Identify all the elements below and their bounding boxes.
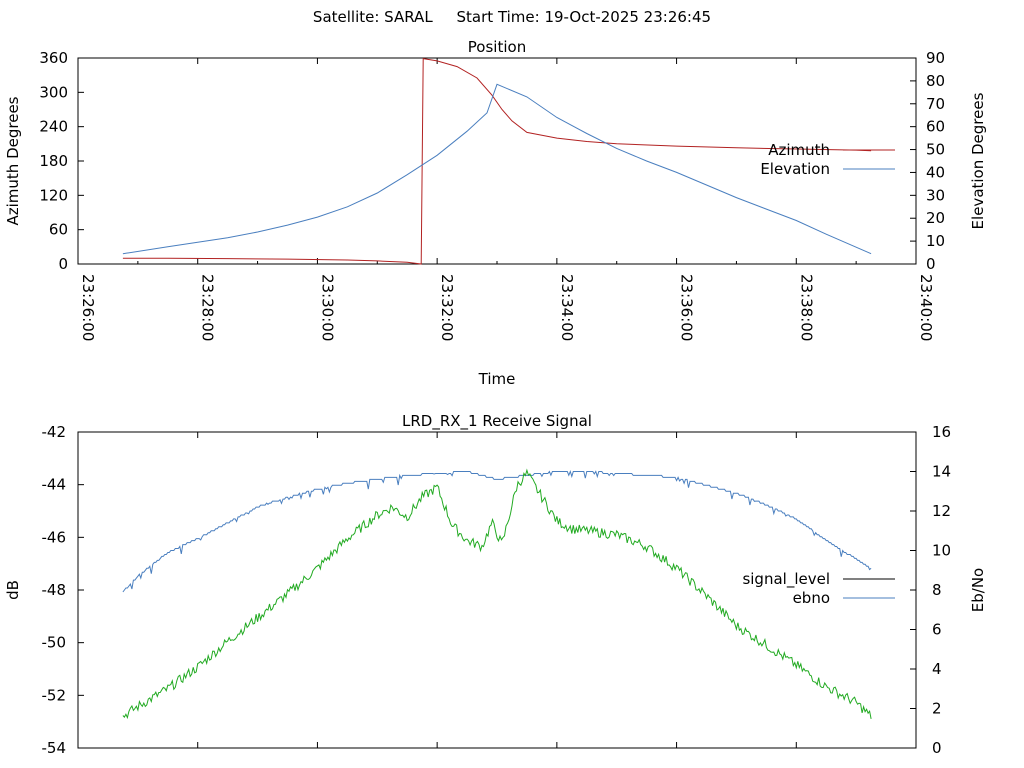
y-tick-label: 120 [39, 186, 68, 204]
chart-header: Satellite: SARAL Start Time: 19-Oct-2025… [0, 8, 1024, 26]
y2-tick-label: 12 [932, 502, 951, 520]
y-tick-label: 0 [58, 255, 68, 273]
legend-label: Azimuth [768, 141, 830, 159]
y2-tick-label: 6 [932, 621, 942, 639]
y2-tick-label: 80 [926, 72, 945, 90]
y2-tick-label: 40 [926, 163, 945, 181]
y-axis-label: Azimuth Degrees [4, 96, 22, 225]
y-tick-label: -42 [42, 423, 67, 441]
series-azimuth-line [122, 58, 872, 265]
x-tick-label: 23:36:00 [678, 274, 696, 341]
y-tick-label: 360 [39, 49, 68, 67]
y-tick-label: -48 [42, 581, 67, 599]
y-tick-label: -54 [42, 739, 67, 757]
y2-tick-label: 0 [932, 739, 942, 757]
legend-label: Elevation [760, 160, 830, 178]
x-tick-label: 23:30:00 [318, 274, 336, 341]
y2-tick-label: 10 [932, 542, 951, 560]
chart-title: Position [468, 38, 526, 56]
y-tick-label: 300 [39, 83, 68, 101]
y-tick-label: -44 [42, 476, 67, 494]
y2-tick-label: 0 [926, 255, 936, 273]
y2-tick-label: 60 [926, 118, 945, 136]
y-tick-label: -50 [42, 634, 67, 652]
start-time-label: Start Time: 19-Oct-2025 23:26:45 [456, 8, 712, 26]
series-elevation-line [122, 83, 872, 255]
y2-axis-label: Eb/No [969, 568, 987, 612]
chart-title: LRD_RX_1 Receive Signal [402, 412, 592, 431]
y2-tick-label: 16 [932, 423, 951, 441]
y2-tick-label: 10 [926, 232, 945, 250]
y2-axis-label: Elevation Degrees [969, 92, 987, 229]
y2-tick-label: 70 [926, 95, 945, 113]
y-tick-label: -52 [42, 686, 67, 704]
series-green-line [122, 468, 872, 720]
y-tick-label: 60 [49, 221, 68, 239]
x-tick-label: 23:34:00 [558, 274, 576, 341]
y2-tick-label: 30 [926, 186, 945, 204]
y2-tick-label: 8 [932, 581, 942, 599]
y-axis-label: dB [4, 580, 22, 600]
series-ebno-line [122, 469, 872, 593]
y2-tick-label: 90 [926, 49, 945, 67]
x-tick-label: 23:26:00 [79, 274, 97, 341]
y-tick-label: -46 [42, 528, 67, 546]
x-tick-label: 23:40:00 [917, 274, 935, 341]
y2-tick-label: 4 [932, 660, 942, 678]
x-tick-label: 23:38:00 [797, 274, 815, 341]
y-tick-label: 180 [39, 152, 68, 170]
y2-tick-label: 50 [926, 141, 945, 159]
y2-tick-label: 2 [932, 700, 942, 718]
x-tick-label: 23:32:00 [438, 274, 456, 341]
x-axis-label: Time [478, 370, 516, 388]
y-tick-label: 240 [39, 118, 68, 136]
satellite-label: Satellite: SARAL [312, 8, 433, 26]
x-tick-label: 23:28:00 [199, 274, 217, 341]
legend-label: signal_level [742, 570, 830, 589]
legend-label: ebno [793, 589, 830, 607]
y2-tick-label: 20 [926, 209, 945, 227]
y2-tick-label: 14 [932, 463, 951, 481]
